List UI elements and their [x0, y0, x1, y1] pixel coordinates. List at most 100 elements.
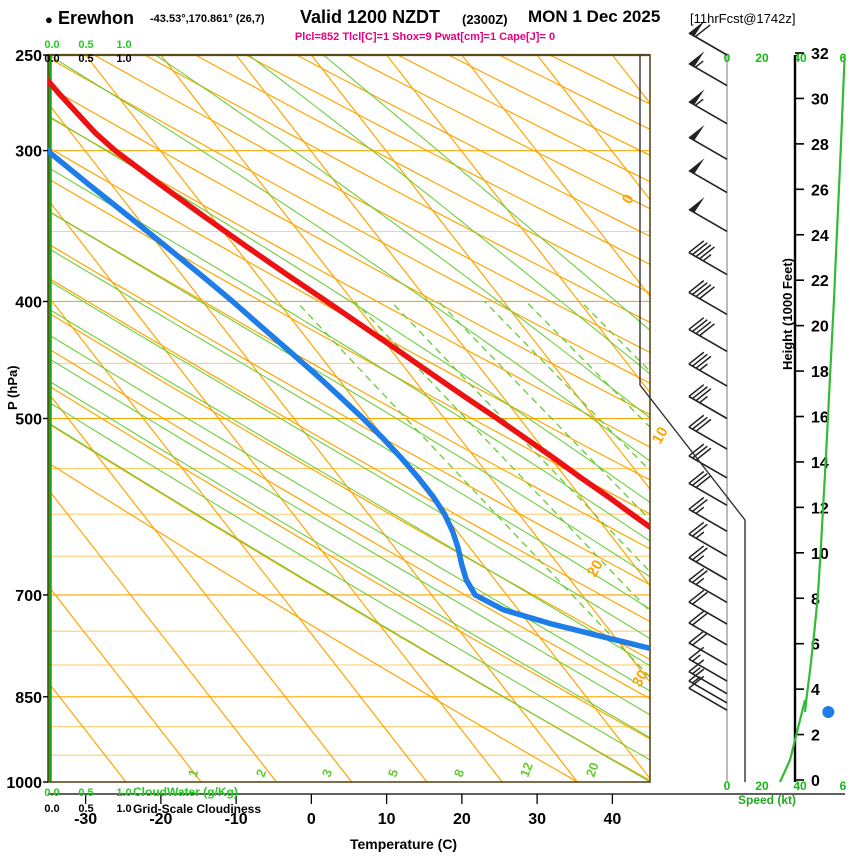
wind-barb [688, 158, 728, 194]
svg-text:16: 16 [811, 410, 829, 427]
svg-text:20: 20 [755, 51, 769, 65]
svg-text:5: 5 [385, 767, 402, 779]
station-marker-icon: ● [45, 12, 53, 27]
speed-axis-label: Speed (kt) [738, 793, 797, 807]
svg-text:0: 0 [724, 51, 731, 65]
svg-text:0.5: 0.5 [78, 787, 93, 799]
wind-barb [688, 124, 728, 160]
svg-text:10: 10 [378, 811, 396, 828]
svg-text:8: 8 [451, 767, 468, 779]
svg-text:300: 300 [15, 144, 42, 161]
svg-text:6: 6 [840, 51, 847, 65]
wind-barb [688, 589, 728, 625]
svg-text:3: 3 [319, 767, 336, 779]
header: ● Erewhon -43.53°,170.861° (26,7) Valid … [0, 0, 850, 32]
svg-text:0: 0 [811, 773, 820, 790]
svg-text:2: 2 [253, 767, 270, 779]
svg-text:8: 8 [811, 591, 820, 608]
wind-barb [688, 317, 728, 353]
valid-time: Valid 1200 NZDT [300, 7, 441, 27]
wind-barb [688, 197, 728, 233]
svg-text:0.0: 0.0 [44, 787, 59, 799]
svg-text:30: 30 [811, 91, 829, 108]
wind-barb [688, 470, 728, 506]
wind-barb [688, 51, 728, 87]
temperature-tick-labels: -30 -20 -10 0 10 20 30 40 [48, 793, 845, 828]
isotherm-labels-right: 0 10 20 30 [584, 191, 672, 690]
dewpoint-curve [48, 147, 650, 652]
svg-text:40: 40 [793, 779, 807, 793]
svg-text:30: 30 [629, 667, 652, 690]
svg-text:700: 700 [15, 588, 42, 605]
mixing-ratio-labels: 1 2 3 5 8 12 20 [185, 760, 602, 779]
cloudwater-legend-label: CloudWater (g/Kg) [133, 785, 238, 799]
forecast-tag: [11hrFcst@1742z] [690, 11, 796, 26]
wind-barb [688, 414, 728, 450]
svg-text:30: 30 [528, 811, 546, 828]
svg-text:0: 0 [619, 191, 638, 207]
wind-barb [688, 89, 728, 125]
station-name: Erewhon [58, 8, 135, 28]
svg-text:0.0: 0.0 [44, 803, 59, 815]
valid-time-utc: (2300Z) [462, 12, 508, 27]
svg-text:1: 1 [185, 767, 202, 779]
temperature-axis-label: Temperature (C) [350, 836, 458, 852]
svg-text:250: 250 [15, 48, 42, 65]
svg-text:22: 22 [811, 273, 829, 290]
svg-text:6: 6 [840, 779, 847, 793]
svg-text:0.5: 0.5 [78, 803, 93, 815]
wind-region-boundary [639, 55, 746, 782]
svg-text:400: 400 [15, 294, 42, 311]
svg-text:1.0: 1.0 [116, 803, 131, 815]
svg-text:0.5: 0.5 [78, 53, 93, 65]
wind-barb [688, 545, 728, 581]
wind-barb [688, 630, 728, 666]
wind-barb [688, 668, 728, 704]
svg-text:0: 0 [724, 779, 731, 793]
height-speed-curve [803, 54, 846, 713]
wind-barb [688, 568, 728, 604]
wind-barb [688, 675, 728, 711]
svg-text:0.5: 0.5 [78, 39, 93, 51]
svg-text:24: 24 [811, 228, 829, 245]
svg-text:32: 32 [811, 46, 829, 63]
svg-text:1000: 1000 [6, 775, 42, 792]
svg-text:12: 12 [811, 500, 829, 517]
svg-text:850: 850 [15, 690, 42, 707]
wind-barb [688, 240, 728, 276]
svg-text:40: 40 [603, 811, 621, 828]
svg-text:26: 26 [811, 182, 829, 199]
svg-text:-10: -10 [225, 811, 248, 828]
wind-barb [688, 443, 728, 479]
pressure-tick-labels: 250 300 400 500 700 850 1000 [6, 48, 48, 792]
svg-text:0.0: 0.0 [44, 53, 59, 65]
svg-text:1.0: 1.0 [116, 53, 131, 65]
wind-barb [688, 496, 728, 533]
svg-text:-30: -30 [74, 811, 97, 828]
wind-barb [688, 280, 728, 316]
wind-barb [688, 351, 728, 387]
wind-barb [688, 646, 728, 682]
valid-date: MON 1 Dec 2025 [528, 7, 661, 26]
wind-barb-column: 0 0 20 20 40 40 6 6 [688, 20, 847, 793]
svg-text:28: 28 [811, 137, 829, 154]
svg-text:20: 20 [755, 779, 769, 793]
svg-text:12: 12 [517, 760, 536, 779]
pressure-axis-label: P (hPa) [5, 365, 20, 410]
svg-text:6: 6 [811, 637, 820, 654]
svg-text:-20: -20 [149, 811, 172, 828]
sounding-parameters: Plcl=852 Tlcl[C]=1 Shox=9 Pwat[cm]=1 Cap… [294, 31, 556, 43]
svg-text:500: 500 [15, 412, 42, 429]
svg-text:18: 18 [811, 364, 829, 381]
station-coords: -43.53°,170.861° (26,7) [150, 13, 265, 25]
wind-barb [688, 521, 728, 557]
svg-text:20: 20 [583, 760, 602, 779]
temperature-curve [48, 76, 650, 531]
height-speed-curve-tail [778, 699, 807, 783]
svg-text:10: 10 [649, 424, 672, 447]
svg-text:0: 0 [307, 811, 316, 828]
svg-text:20: 20 [584, 557, 607, 580]
svg-text:40: 40 [793, 51, 807, 65]
